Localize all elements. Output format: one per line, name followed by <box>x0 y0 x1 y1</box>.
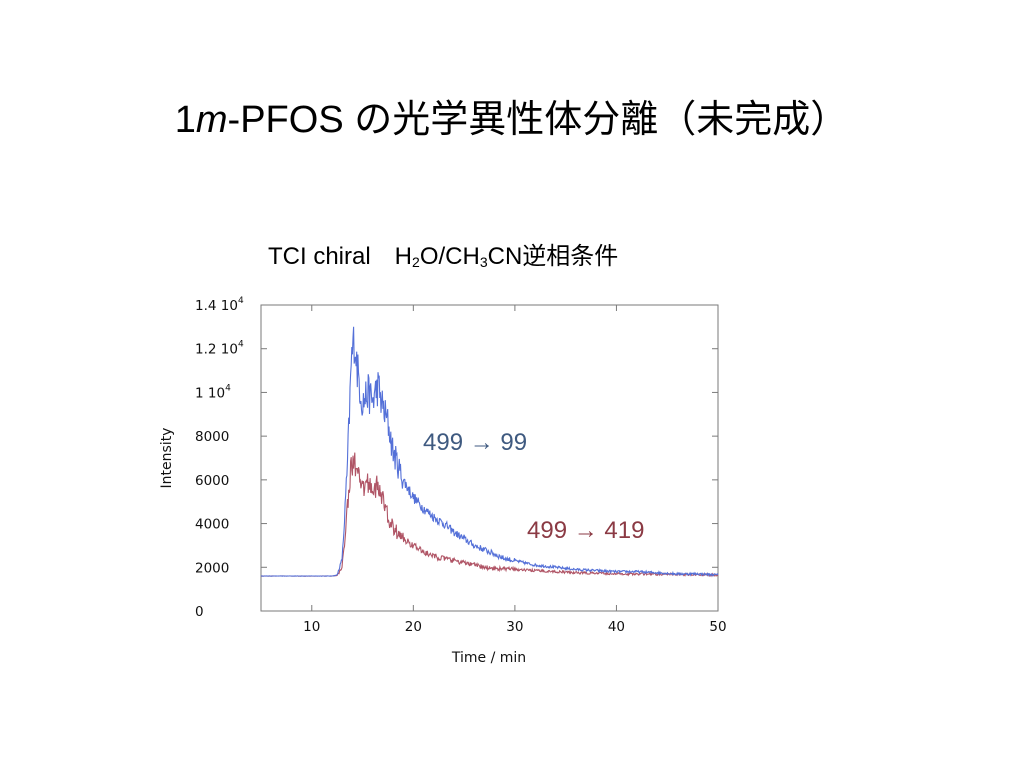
series-line-499-99 <box>260 326 719 577</box>
y-tick-label-6000: 6000 <box>195 473 229 489</box>
series-label-499-99: 499 → 99 <box>423 429 527 456</box>
chart-subtitle: TCI chiral H2O/CH3CN逆相条件 <box>268 243 619 270</box>
x-tick-label-40: 40 <box>608 619 625 635</box>
series-label-499-419: 499 → 419 <box>527 517 644 544</box>
y-tick-label-0: 0 <box>195 604 204 620</box>
axis-labels: 10 20 30 40 50 0 2000 4000 6000 8000 1 104 1.2 104 1… <box>195 296 727 635</box>
x-tick-label-50: 50 <box>709 619 726 635</box>
y-axis-title: Intensity <box>159 428 175 489</box>
x-tick-label-20: 20 <box>405 619 422 635</box>
y-tick-label-12000: 1.2 104 <box>195 340 244 358</box>
x-axis-title: Time / min <box>451 650 526 666</box>
y-tick-label-4000: 4000 <box>195 517 229 533</box>
y-tick-label-2000: 2000 <box>195 560 229 576</box>
series-group <box>260 326 719 578</box>
slide-title: 1m-PFOS の光学異性体分離（未完成） <box>174 99 849 141</box>
tick-marks <box>261 304 719 612</box>
x-tick-label-10: 10 <box>303 619 320 635</box>
y-tick-label-14000: 1.4 104 <box>195 296 244 314</box>
x-tick-label-30: 30 <box>506 619 523 635</box>
y-tick-label-10000: 1 104 <box>195 383 231 401</box>
series-line-499-419 <box>260 452 719 578</box>
plot-frame <box>260 304 719 612</box>
y-tick-label-8000: 8000 <box>195 429 229 445</box>
